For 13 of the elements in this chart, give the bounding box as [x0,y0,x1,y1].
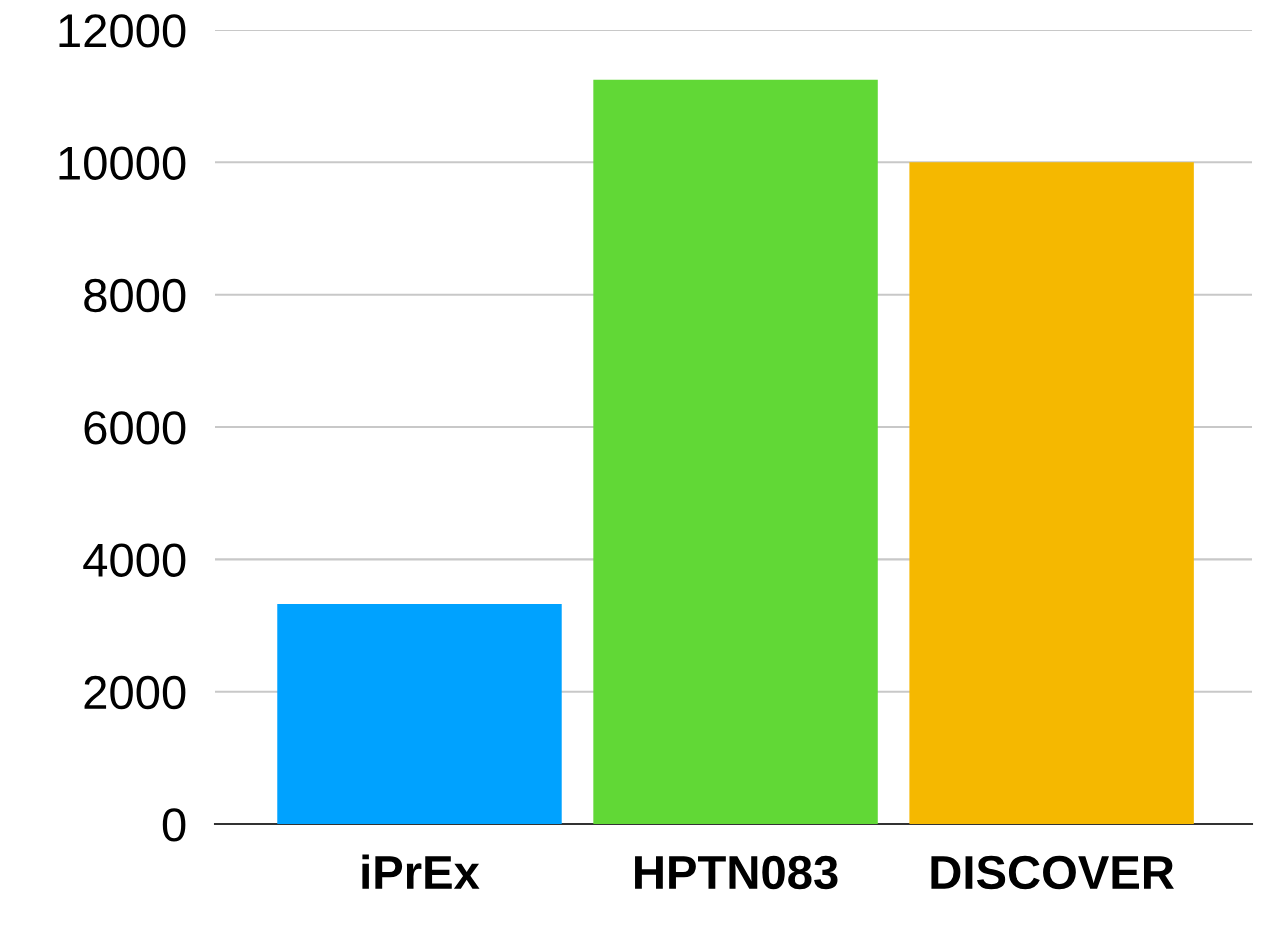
y-tick-label: 2000 [84,675,186,710]
bar [909,162,1194,824]
x-tick-label: HPTN083 [635,855,838,890]
y-tick-label: 0 [162,808,186,842]
bar [593,79,878,824]
bar [277,604,562,824]
y-tick-label: 12000 [59,14,186,48]
y-tick-label: 8000 [84,278,186,313]
x-tick-label: DISCOVER [931,855,1174,890]
y-tick-label: 6000 [84,411,186,445]
y-tick-label: 4000 [83,543,186,577]
y-tick-label: 10000 [59,146,186,180]
x-tick-label: iPrEx [362,854,480,889]
